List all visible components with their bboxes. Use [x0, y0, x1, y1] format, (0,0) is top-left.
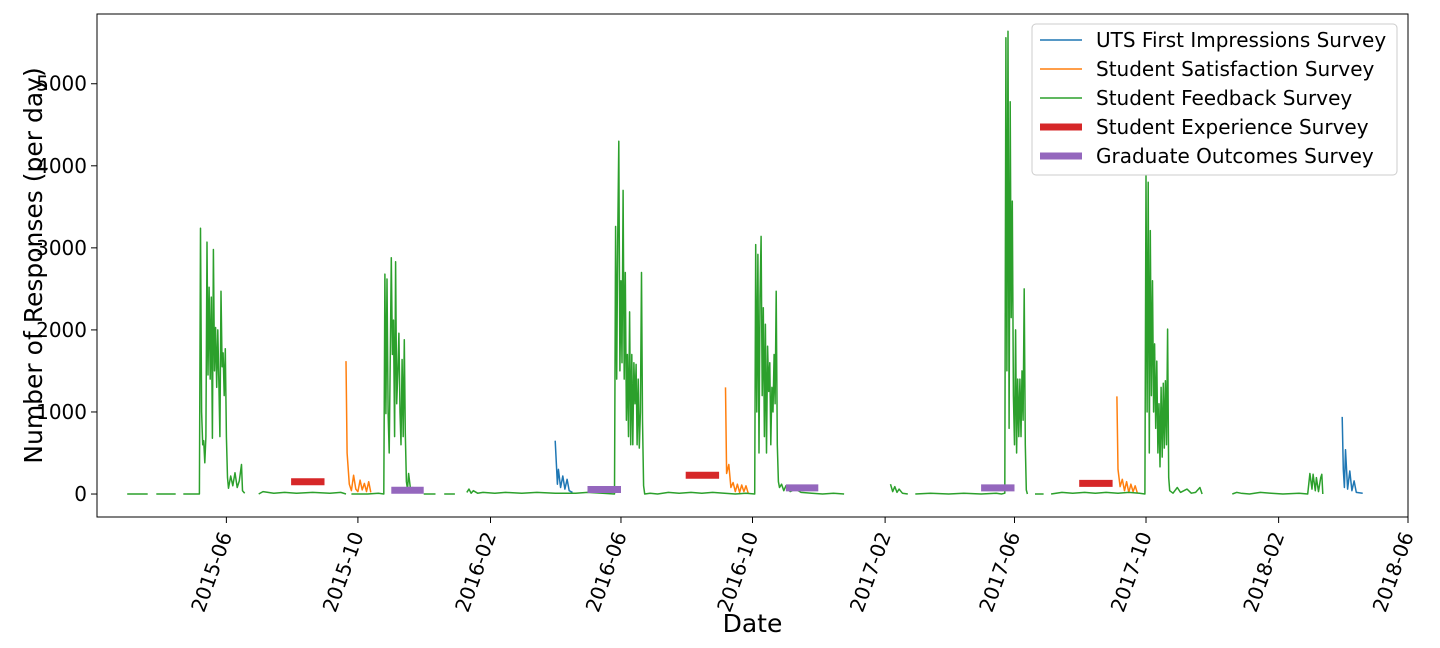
x-tick-label: 2015-10: [317, 529, 368, 616]
x-tick-label: 2018-06: [1368, 529, 1419, 616]
legend-box: [1031, 23, 1398, 176]
legend-item: Student Satisfaction Survey: [1040, 57, 1375, 81]
x-tick-label: 2017-06: [974, 529, 1025, 616]
y-tick-label: 3000: [36, 236, 87, 260]
legend-label: Graduate Outcomes Survey: [1096, 144, 1374, 168]
series-2-segment-8: [889, 483, 908, 495]
series-2-segment-11: [1050, 174, 1203, 495]
legend: UTS First Impressions Survey Student Sati…: [1031, 23, 1398, 176]
x-tick-label: 2016-02: [450, 529, 501, 616]
y-tick-label: 1000: [36, 400, 87, 424]
y-tick-label: 0: [74, 482, 87, 506]
series-0-segment-0: [554, 440, 573, 494]
x-axis-title: Date: [723, 609, 783, 638]
y-axis: 0 1000 2000 3000 4000 5000: [36, 72, 97, 506]
x-tick-label: 2017-02: [845, 529, 896, 616]
series-2-segment-12: [1232, 472, 1324, 495]
series-2-segment-3: [258, 490, 347, 495]
legend-item: Student Experience Survey: [1040, 115, 1369, 139]
y-tick-label: 2000: [36, 318, 87, 342]
legend-label: Student Feedback Survey: [1096, 86, 1352, 110]
series-3: [291, 471, 1113, 487]
series-0: [554, 416, 1363, 494]
x-tick-label: 2016-06: [581, 529, 632, 616]
series-2-segment-7: [466, 140, 845, 495]
legend-item: Graduate Outcomes Survey: [1040, 144, 1374, 168]
legend-item: UTS First Impressions Survey: [1040, 28, 1386, 52]
x-axis: 2015-06 2015-10 2016-02 2016-06 2016-10 2017-…: [186, 517, 1419, 615]
y-tick-label: 4000: [36, 154, 87, 178]
legend-label: UTS First Impressions Survey: [1096, 28, 1386, 52]
series-1-segment-0: [345, 361, 372, 493]
series-2: [127, 30, 1324, 495]
x-tick-label: 2016-10: [712, 529, 763, 616]
x-tick-label: 2018-02: [1238, 529, 1289, 616]
series-1: [345, 361, 1139, 494]
series-0-segment-1: [1341, 416, 1363, 494]
series-4: [391, 484, 1015, 494]
y-axis-title: Number of Responses (per day): [19, 67, 48, 463]
series-2-segment-2: [183, 227, 246, 495]
x-tick-label: 2017-10: [1106, 529, 1157, 616]
legend-label: Student Satisfaction Survey: [1096, 57, 1375, 81]
series-1-segment-2: [1116, 396, 1139, 494]
plot-area: [127, 30, 1363, 495]
y-tick-label: 5000: [36, 72, 87, 96]
legend-label: Student Experience Survey: [1096, 115, 1369, 139]
legend-item: Student Feedback Survey: [1040, 86, 1352, 110]
series-2-segment-9: [915, 30, 1029, 495]
x-tick-label: 2015-06: [186, 529, 237, 616]
series-2-segment-4: [351, 256, 416, 495]
series-1-segment-1: [724, 387, 749, 494]
